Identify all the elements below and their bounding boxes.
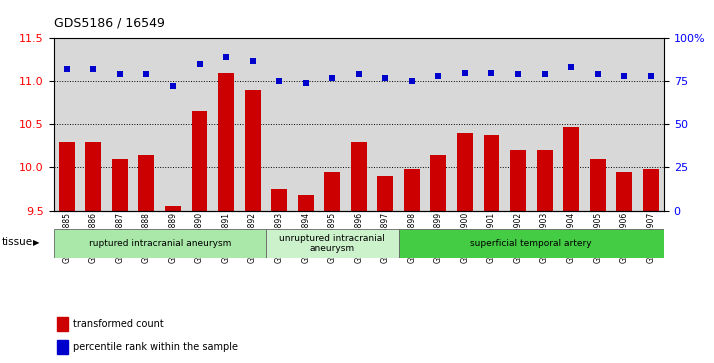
Text: unruptured intracranial
aneurysm: unruptured intracranial aneurysm <box>279 233 385 253</box>
Bar <box>245 90 261 211</box>
Point <box>459 70 471 76</box>
Text: superficial temporal artery: superficial temporal artery <box>471 239 592 248</box>
Bar <box>59 142 75 211</box>
Text: transformed count: transformed count <box>73 319 164 329</box>
Bar <box>537 150 553 211</box>
Point <box>486 70 497 76</box>
Bar <box>271 189 287 211</box>
Point <box>141 72 152 77</box>
Point <box>326 75 338 81</box>
Text: ruptured intracranial aneurysm: ruptured intracranial aneurysm <box>89 239 231 248</box>
Bar <box>643 169 659 211</box>
Point <box>167 83 178 89</box>
Bar <box>191 111 208 211</box>
Bar <box>56 317 68 331</box>
Point <box>539 72 550 77</box>
Point <box>645 73 656 79</box>
Bar <box>139 155 154 211</box>
Point <box>406 78 418 84</box>
Point <box>114 72 126 77</box>
Bar <box>510 150 526 211</box>
Point <box>88 66 99 72</box>
Bar <box>563 127 579 211</box>
Point <box>61 66 73 72</box>
Bar <box>86 142 101 211</box>
Bar <box>324 172 340 211</box>
Point <box>618 73 630 79</box>
Point <box>247 58 258 64</box>
Text: ▶: ▶ <box>33 238 39 246</box>
Point <box>300 80 311 86</box>
Bar <box>590 159 605 211</box>
Bar <box>218 73 234 211</box>
Bar <box>112 159 128 211</box>
Bar <box>298 195 313 211</box>
Text: GDS5186 / 16549: GDS5186 / 16549 <box>54 16 164 29</box>
Point <box>273 78 285 84</box>
Point <box>513 72 524 77</box>
Bar <box>483 135 500 211</box>
Bar <box>56 340 68 354</box>
Bar <box>378 176 393 211</box>
Point <box>433 73 444 79</box>
Point <box>380 75 391 81</box>
Point <box>353 72 365 77</box>
Bar <box>457 133 473 211</box>
Bar <box>351 142 367 211</box>
Point <box>193 61 205 67</box>
FancyBboxPatch shape <box>266 229 398 258</box>
Point <box>565 65 577 70</box>
FancyBboxPatch shape <box>398 229 664 258</box>
FancyBboxPatch shape <box>54 229 266 258</box>
Bar <box>431 155 446 211</box>
Bar <box>165 206 181 211</box>
Bar <box>616 172 632 211</box>
Text: percentile rank within the sample: percentile rank within the sample <box>73 342 238 352</box>
Point <box>221 54 232 60</box>
Point <box>592 72 603 77</box>
Text: tissue: tissue <box>1 237 33 247</box>
Bar <box>404 169 420 211</box>
